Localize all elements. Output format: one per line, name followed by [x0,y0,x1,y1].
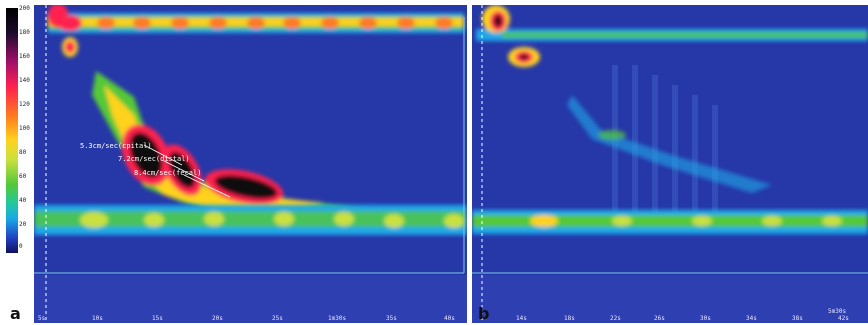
x-tick: 40s [444,315,455,322]
x-tick: 15s [152,315,163,322]
scale-tick: 180 [19,29,30,36]
x-tick: 30s [700,315,711,322]
panel-label-b: b [478,304,490,323]
x-tick: 5m30s [828,308,847,315]
color-scale-bar [6,8,18,253]
panel-label-a: a [10,304,21,323]
scale-tick: 40 [19,197,27,204]
panel-divider [467,0,472,325]
velocity-annotation-2: 7.2cm/sec(distal) [118,155,190,163]
color-scale: 200 180 160 140 120 100 80 60 40 20 0 [0,0,32,256]
x-tick: 38s [792,315,803,322]
x-tick: 14s [516,315,527,322]
manometry-panel-b: 14s 18s 22s 26s 30s 34s 38s 42s 5m30s [472,5,868,323]
scale-tick: 200 [19,5,30,12]
scale-tick: 120 [19,101,30,108]
x-tick: 26s [654,315,665,322]
x-tick: 34s [746,315,757,322]
x-tick: 10s [92,315,103,322]
x-tick: 20s [212,315,223,322]
scale-tick: 100 [19,125,30,132]
scale-tick: 20 [19,221,27,228]
x-tick: 25s [272,315,283,322]
scale-tick: 0 [19,243,23,250]
scale-tick: 80 [19,149,27,156]
pressure-topography-a [34,5,467,323]
scale-tick: 160 [19,53,30,60]
x-tick: 1m30s [328,315,347,322]
velocity-annotation-3: 8.4cm/sec(fecal) [134,169,202,177]
scale-tick: 140 [19,77,30,84]
manometry-panel-a: 5.3cm/sec(cpital) 7.2cm/sec(distal) 8.4c… [34,5,467,323]
pressure-topography-b [472,5,868,323]
x-tick: 22s [610,315,621,322]
x-tick: 18s [564,315,575,322]
scale-tick: 60 [19,173,27,180]
x-tick: 35s [386,315,397,322]
velocity-annotation-1: 5.3cm/sec(cpital) [80,142,152,150]
x-tick: 42s [838,315,849,322]
x-tick: 5s [38,315,46,322]
